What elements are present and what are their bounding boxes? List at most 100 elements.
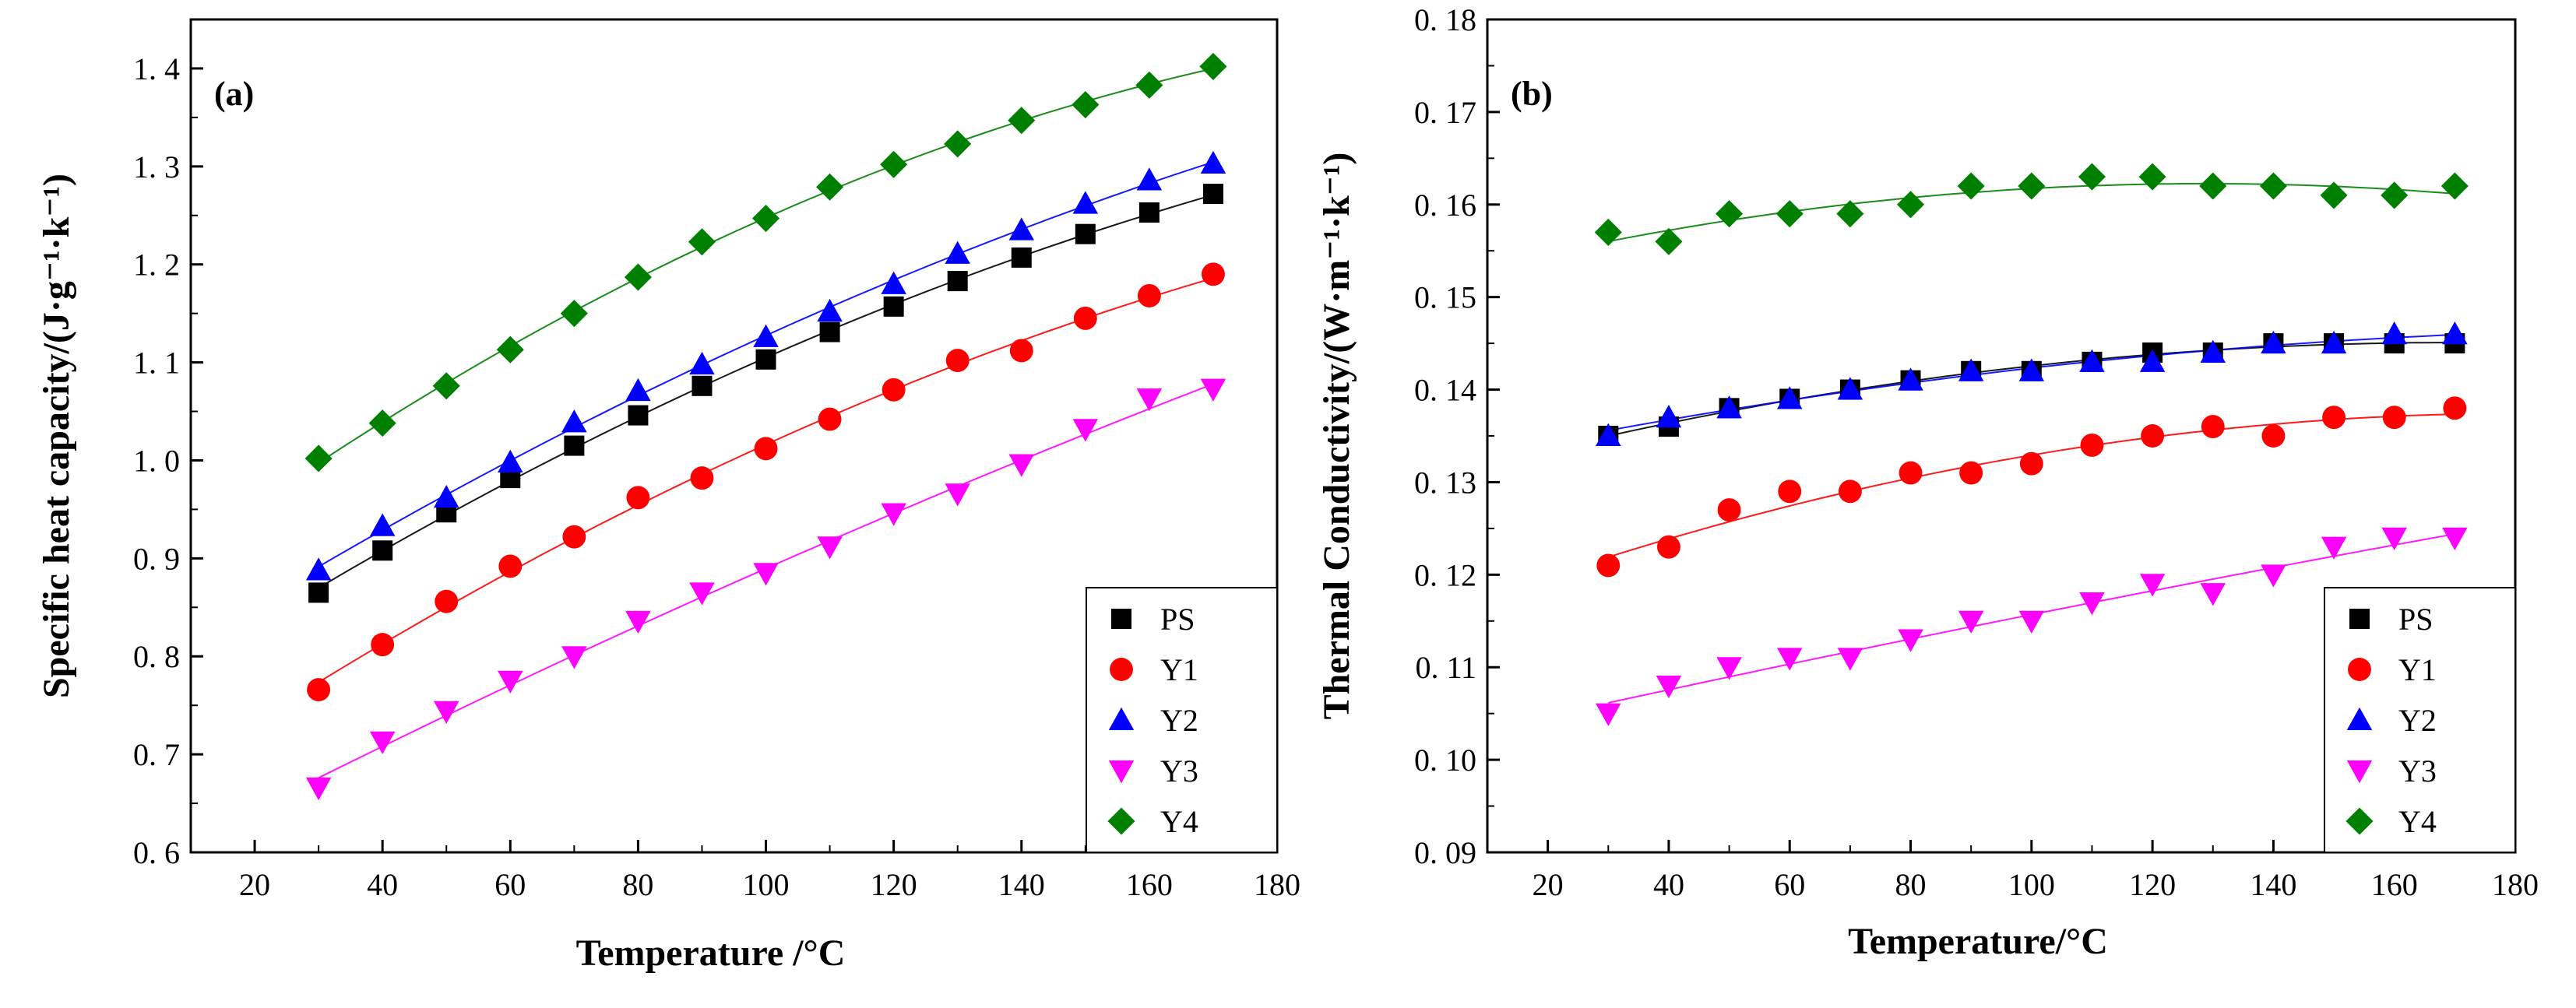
y-tick-label: 0. 6 [133, 835, 180, 870]
data-point-y2 [2261, 330, 2286, 354]
y-tick-label: 1. 1 [133, 346, 180, 381]
x-axis-title: Temperature/°C [1848, 921, 2108, 962]
plot-frame [189, 18, 1279, 854]
data-point-y2 [817, 298, 843, 322]
legend-label-y1: Y1 [1160, 652, 1198, 687]
series-y4 [304, 52, 1227, 472]
data-point-y1 [818, 407, 842, 431]
data-point-y2 [1136, 167, 1163, 191]
data-point-y4 [1655, 227, 1683, 255]
x-tick-label: 20 [239, 867, 270, 902]
data-point-y3 [369, 731, 396, 755]
data-point-ps [883, 296, 904, 317]
legend-label-y3: Y3 [1160, 753, 1198, 788]
data-point-y3 [817, 536, 843, 560]
x-tick-label: 100 [2008, 867, 2055, 902]
data-point-y4 [2199, 172, 2227, 200]
y-axis-title: Thermal Conductivity/(W·m⁻¹·k⁻¹) [1316, 153, 1357, 720]
data-point-y4 [2138, 163, 2166, 191]
x-tick-label: 120 [871, 867, 917, 902]
data-point-y2 [498, 449, 523, 472]
legend-label-y2: Y2 [1160, 703, 1198, 738]
data-point-ps [564, 435, 585, 456]
data-point-y3 [1716, 657, 1742, 680]
data-point-y3 [945, 483, 970, 507]
legend-marker-ps [2349, 609, 2370, 629]
data-point-y2 [369, 513, 396, 536]
data-point-y4 [624, 263, 652, 291]
data-point-y1 [562, 525, 586, 549]
data-point-y1 [2019, 451, 2043, 476]
legend-marker-y2 [1108, 707, 1135, 730]
data-point-y2 [1596, 423, 1621, 446]
data-point-y1 [1717, 498, 1741, 522]
data-point-y3 [561, 646, 587, 669]
data-point-ps [1075, 223, 1096, 244]
data-point-y1 [690, 466, 714, 490]
legend-label-y1: Y1 [2398, 652, 2437, 687]
data-point-y3 [2321, 536, 2347, 560]
y-tick-label: 0. 17 [1414, 95, 1476, 130]
legend-label-ps: PS [2398, 602, 2433, 637]
x-tick-label: 60 [1774, 867, 1805, 902]
data-point-y1 [1073, 306, 1097, 330]
data-point-y4 [560, 300, 588, 328]
legend-marker-y2 [2346, 707, 2373, 730]
fit-line-y1 [1608, 413, 2455, 558]
data-point-y4 [1775, 200, 1804, 228]
data-point-y1 [1596, 553, 1621, 578]
legend: PS Y1 Y2 Y3 Y4 [1086, 587, 1278, 853]
data-point-y2 [2381, 321, 2407, 345]
data-point-y3 [1596, 703, 1621, 726]
x-tick-label: 160 [1126, 867, 1173, 902]
data-point-y3 [2139, 574, 2166, 597]
data-point-y3 [1200, 378, 1226, 402]
data-point-y4 [1836, 200, 1864, 228]
y-tick-label: 1. 3 [133, 149, 180, 184]
data-point-y1 [626, 486, 650, 510]
x-tick-label: 20 [1533, 867, 1564, 902]
legend-label-y3: Y3 [2398, 753, 2437, 788]
data-point-y2 [945, 241, 970, 264]
data-point-ps [628, 405, 649, 426]
x-tick-label: 100 [743, 867, 790, 902]
data-point-ps [755, 349, 776, 370]
data-point-y3 [2079, 592, 2105, 616]
data-point-y2 [1656, 404, 1682, 428]
data-point-y4 [1072, 90, 1100, 119]
data-point-y1 [2322, 406, 2346, 430]
data-point-y1 [371, 633, 395, 657]
data-point-y3 [881, 503, 906, 526]
legend-marker-y3 [2346, 760, 2373, 784]
data-point-y4 [1594, 218, 1622, 246]
data-point-y4 [816, 173, 844, 201]
data-point-y2 [625, 378, 651, 402]
x-tick-label: 80 [622, 867, 653, 902]
data-point-y1 [2261, 424, 2286, 448]
data-point-y1 [307, 678, 331, 701]
data-point-y3 [689, 582, 715, 606]
data-point-y4 [1957, 172, 1985, 200]
data-point-ps [1202, 184, 1223, 205]
y-tick-label: 0. 15 [1414, 280, 1476, 315]
data-point-y3 [625, 610, 651, 634]
series-y4 [1594, 163, 2469, 255]
legend-marker-y1 [1110, 658, 1133, 681]
data-point-y4 [688, 228, 716, 256]
data-point-y2 [433, 485, 459, 508]
legend-label-y4: Y4 [2398, 804, 2437, 839]
data-point-y3 [1072, 419, 1099, 442]
data-point-y1 [1137, 284, 1161, 307]
x-tick-label: 140 [2250, 867, 2296, 902]
data-point-y4 [751, 204, 780, 233]
data-point-y1 [882, 378, 906, 402]
chart-panel-b: 20 40 60 80 100 120 140 160 180 0. 09 0. 10 0. 11 0.… [1316, 2, 2539, 962]
y-tick-label: 1. 2 [133, 248, 180, 283]
series-y1 [1596, 396, 2467, 578]
data-point-y3 [1898, 629, 1923, 652]
data-point-y2 [2079, 349, 2105, 372]
y-tick-label: 0. 09 [1414, 835, 1476, 870]
data-point-y3 [2018, 610, 2045, 634]
data-point-y3 [2200, 583, 2226, 606]
data-point-y2 [1776, 386, 1803, 409]
